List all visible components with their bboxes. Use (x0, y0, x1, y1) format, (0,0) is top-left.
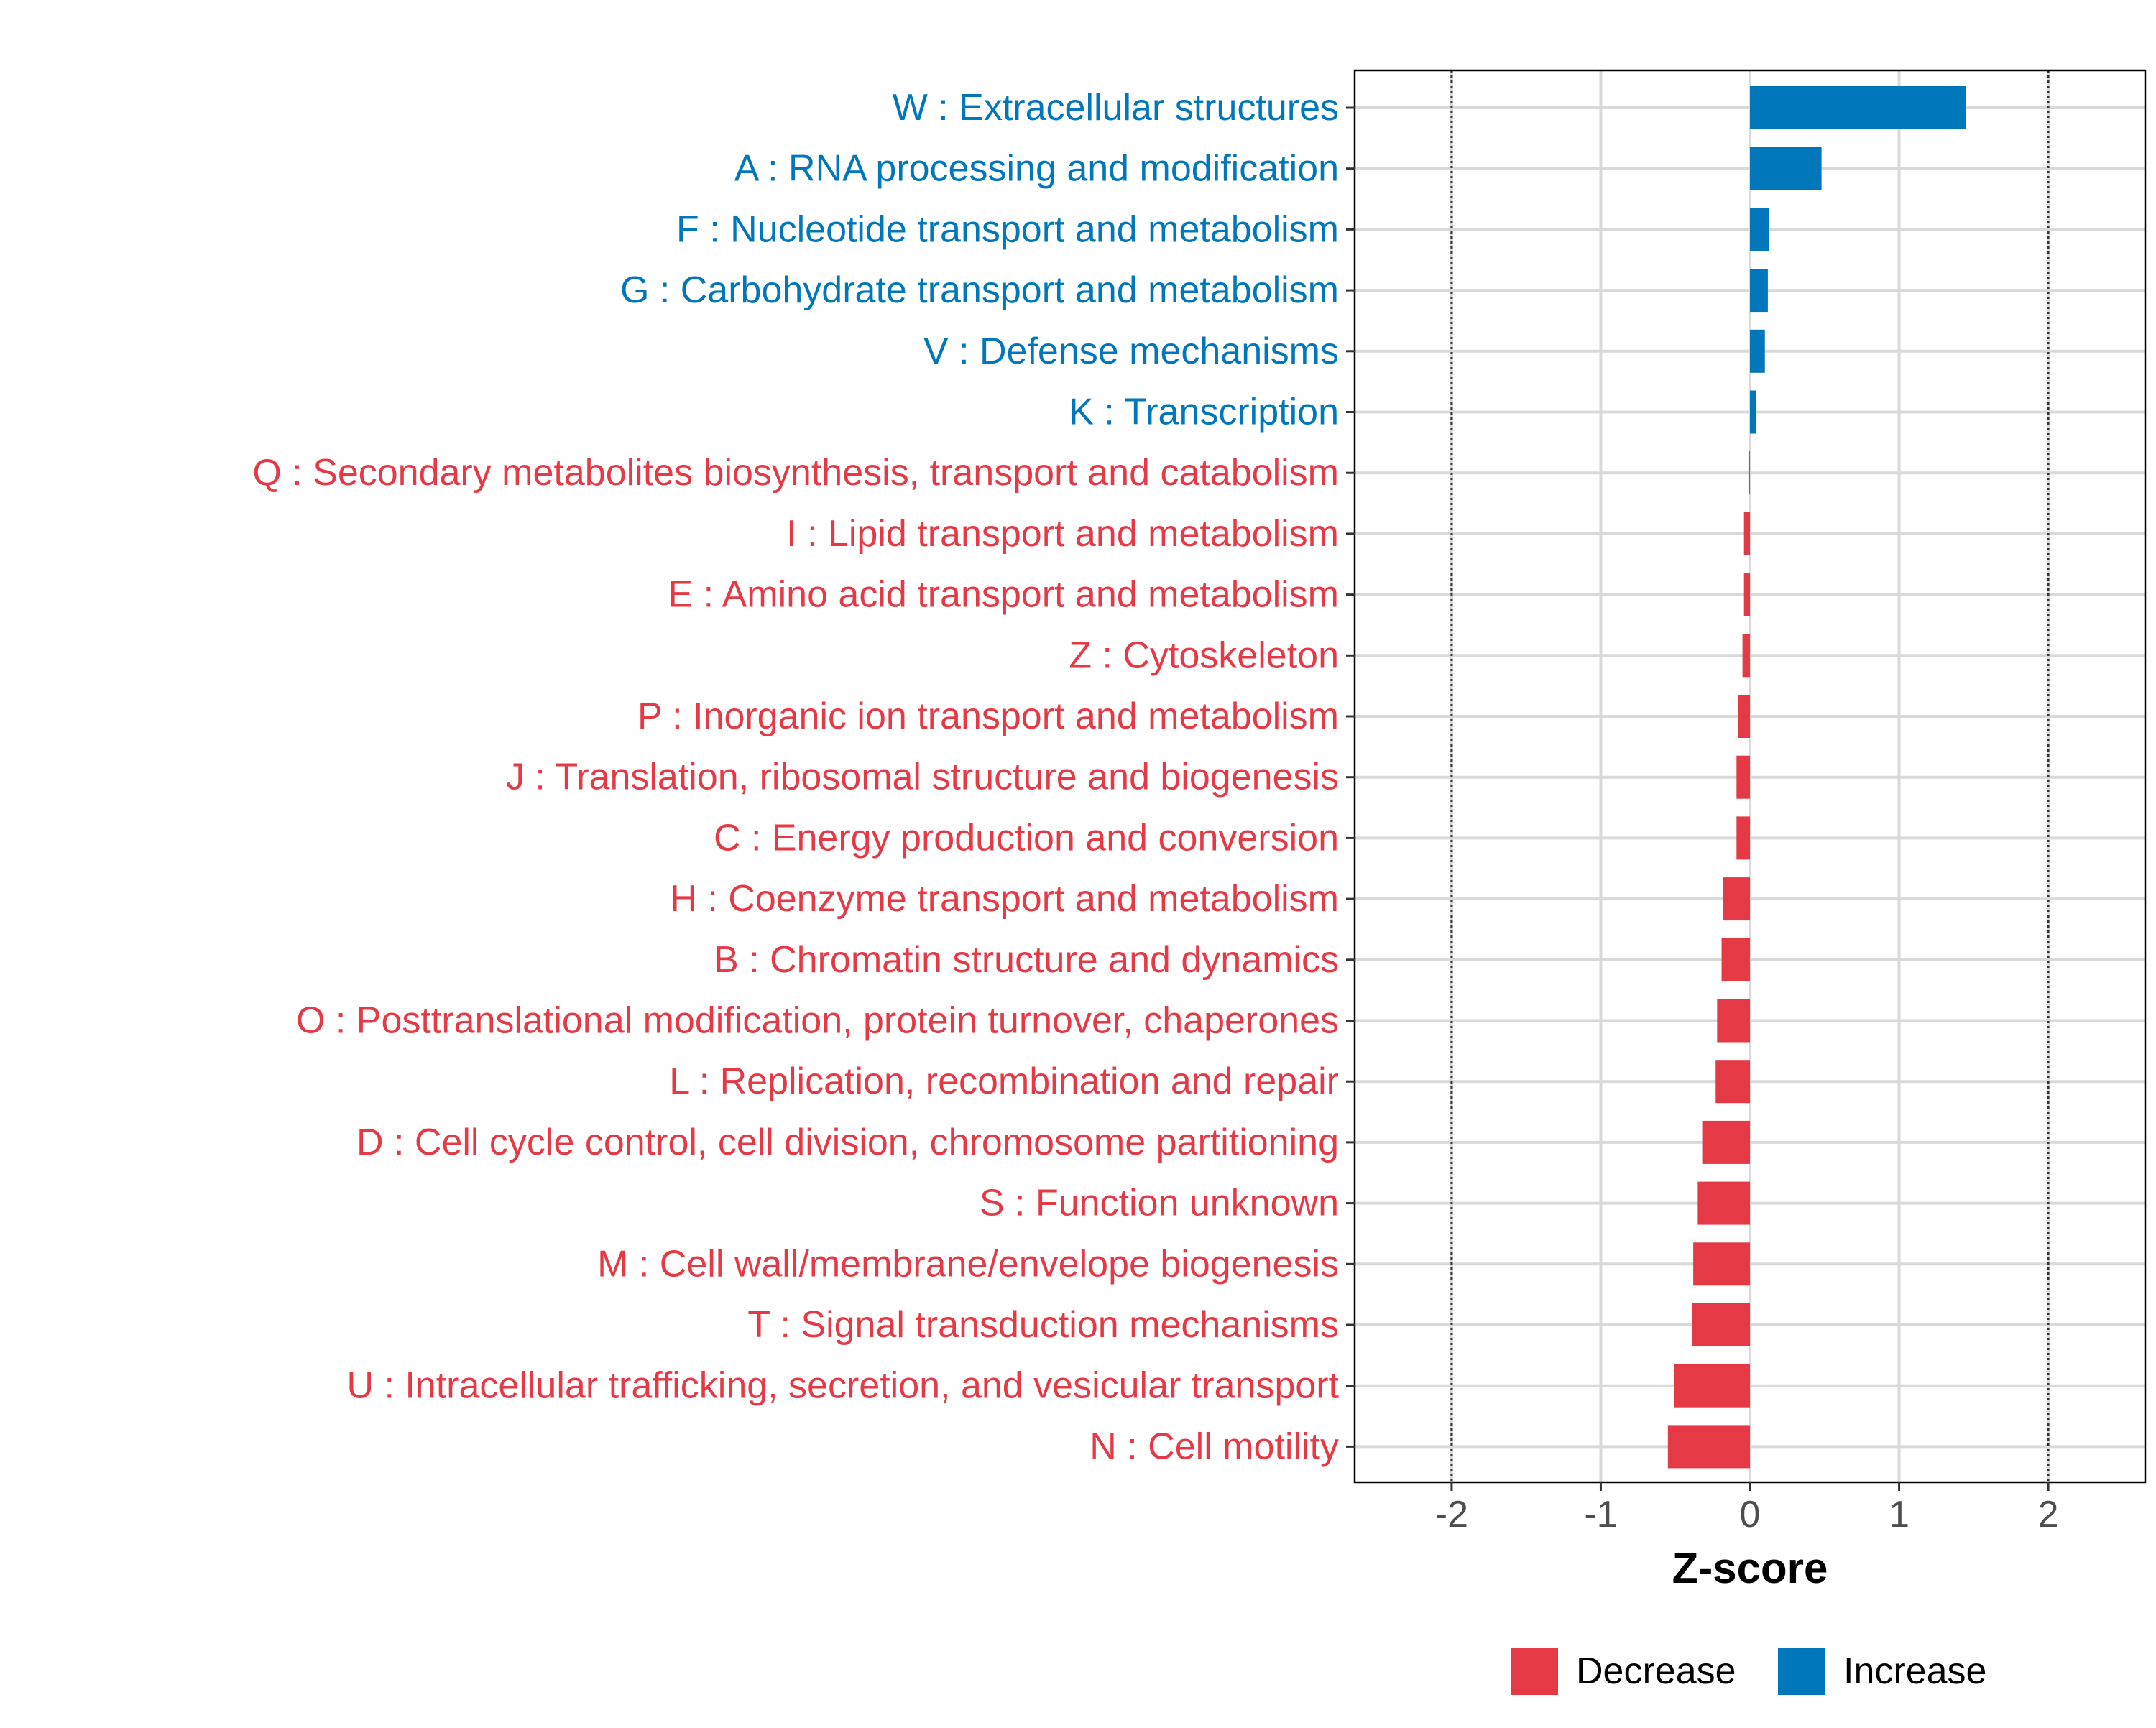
bar-10 (1738, 695, 1750, 738)
y-axis-tick-layer: W : Extracellular structures A : RNA proc… (252, 87, 1355, 1467)
bar-0 (1750, 86, 1966, 129)
x-tick-label-1: -1 (1584, 1494, 1617, 1535)
x-tick-label-4: 2 (2038, 1494, 2059, 1535)
category-label-18: S : Function unknown (980, 1183, 1339, 1224)
category-label-15: O : Posttranslational modification, prot… (296, 1000, 1339, 1042)
category-label-14: B : Chromatin structure and dynamics (714, 939, 1339, 981)
bar-15 (1717, 999, 1750, 1043)
bar-17 (1702, 1120, 1750, 1164)
category-label-3: G : Carbohydrate transport and metabolis… (620, 269, 1339, 311)
legend-swatch-increase (1778, 1648, 1825, 1695)
bar-2 (1750, 208, 1769, 251)
bar-18 (1697, 1181, 1750, 1225)
category-label-12: C : Energy production and conversion (714, 817, 1339, 859)
bar-7 (1743, 512, 1750, 555)
legend-label-decrease: Decrease (1576, 1650, 1736, 1692)
category-label-4: V : Defense mechanisms (923, 331, 1339, 372)
bar-12 (1736, 816, 1750, 860)
category-label-17: D : Cell cycle control, cell division, c… (356, 1122, 1339, 1163)
bar-21 (1674, 1364, 1750, 1408)
x-tick-label-0: -2 (1435, 1494, 1468, 1535)
bar-6 (1748, 451, 1750, 495)
bar-1 (1750, 147, 1822, 190)
bar-20 (1692, 1303, 1750, 1346)
bar-3 (1750, 269, 1768, 313)
legend-swatch-decrease (1511, 1648, 1558, 1695)
category-label-22: N : Cell motility (1089, 1426, 1339, 1467)
legend-label-increase: Increase (1843, 1650, 1986, 1692)
category-label-8: E : Amino acid transport and metabolism (668, 574, 1339, 616)
category-label-1: A : RNA processing and modification (734, 148, 1339, 190)
category-label-19: M : Cell wall/membrane/envelope biogenes… (597, 1243, 1339, 1285)
category-label-5: K : Transcription (1069, 392, 1339, 433)
category-label-6: Q : Secondary metabolites biosynthesis, … (252, 452, 1339, 494)
bar-4 (1750, 329, 1765, 373)
category-label-13: H : Coenzyme transport and metabolism (670, 878, 1339, 920)
legend: Decrease Increase (1511, 1648, 1986, 1695)
category-label-2: F : Nucleotide transport and metabolism (676, 208, 1339, 250)
category-label-16: L : Replication, recombination and repai… (669, 1061, 1339, 1102)
bar-5 (1750, 390, 1756, 434)
bar-layer (1667, 86, 1966, 1469)
x-axis-tick-layer: -2 -1 0 1 2 (1435, 1482, 2059, 1535)
category-label-10: P : Inorganic ion transport and metaboli… (637, 696, 1339, 737)
bar-9 (1742, 634, 1750, 678)
category-label-20: T : Signal transduction mechanisms (747, 1304, 1339, 1346)
bar-11 (1736, 755, 1750, 799)
category-label-11: J : Translation, ribosomal structure and… (506, 757, 1339, 798)
bar-8 (1743, 573, 1750, 616)
bar-19 (1693, 1242, 1750, 1286)
category-label-9: Z : Cytoskeleton (1069, 634, 1339, 676)
category-label-21: U : Intracellular trafficking, secretion… (346, 1365, 1339, 1407)
category-label-7: I : Lipid transport and metabolism (786, 513, 1339, 555)
reference-line-layer (1450, 70, 2050, 1482)
bar-13 (1723, 877, 1750, 921)
x-axis-title: Z-score (1672, 1544, 1828, 1592)
x-tick-label-2: 0 (1740, 1494, 1761, 1535)
bar-16 (1715, 1060, 1750, 1104)
category-label-0: W : Extracellular structures (893, 87, 1339, 129)
bar-22 (1667, 1425, 1750, 1469)
x-tick-label-3: 1 (1889, 1494, 1909, 1535)
bar-14 (1721, 938, 1750, 981)
